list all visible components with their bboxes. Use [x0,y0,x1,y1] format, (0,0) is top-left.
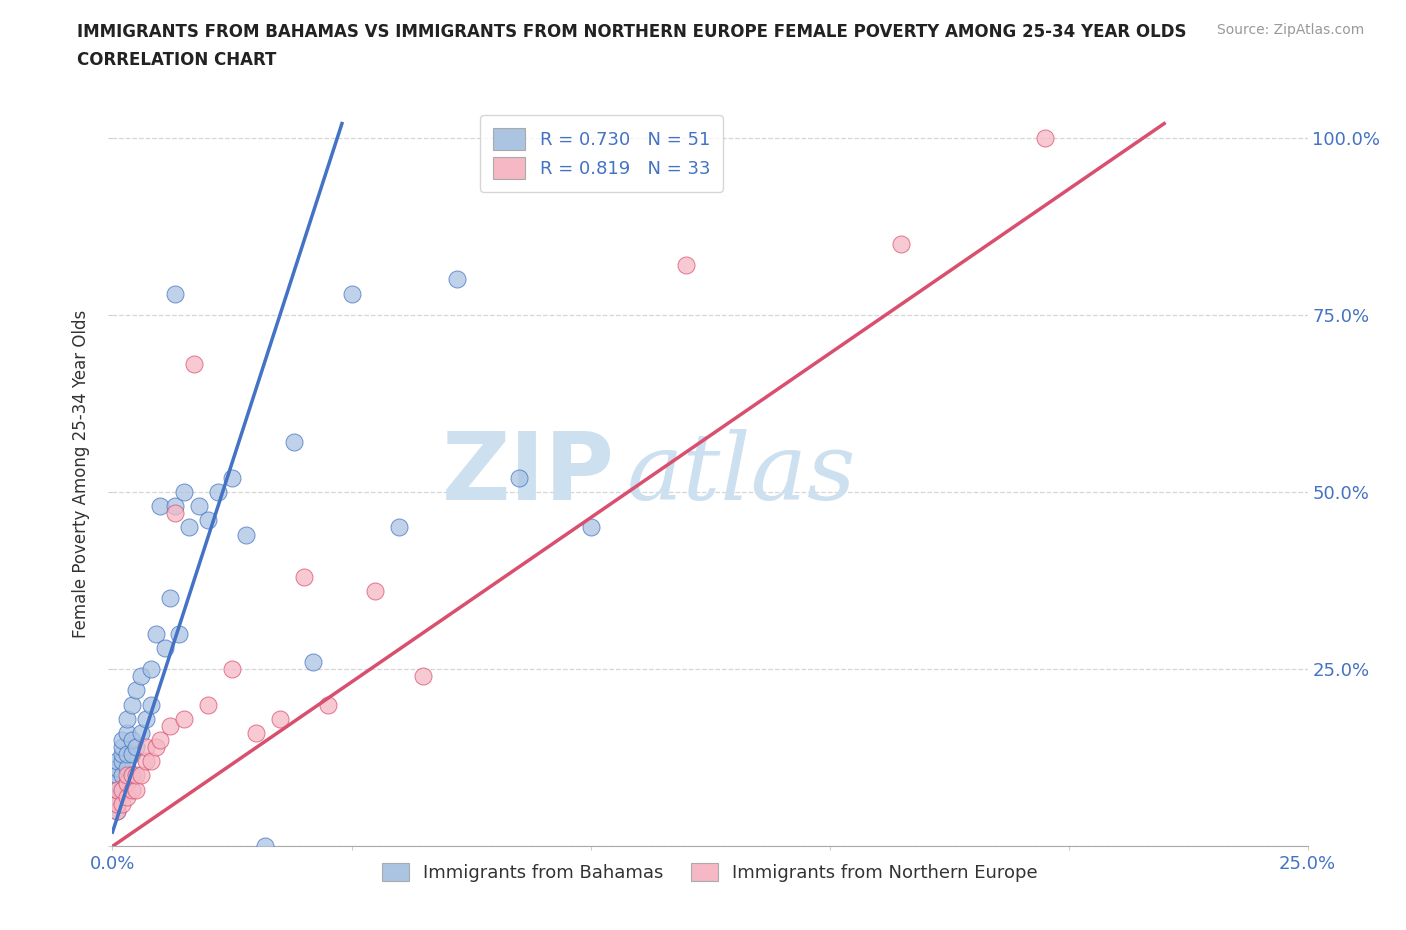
Point [149,498,172,513]
Point [149,733,172,748]
Point [105,804,128,818]
Point [254,839,277,854]
Point [125,768,148,783]
Point [283,435,305,450]
Point [163,498,186,513]
Point [139,698,162,712]
Point [890,236,912,251]
Point [111,747,134,762]
Point [139,662,162,677]
Point [111,768,134,783]
Point [163,286,186,301]
Point [159,591,181,605]
Point [169,626,191,641]
Point [197,698,219,712]
Point [121,747,143,762]
Text: Source: ZipAtlas.com: Source: ZipAtlas.com [1216,23,1364,37]
Point [105,796,128,811]
Point [135,739,157,754]
Point [105,782,128,797]
Point [1033,130,1056,145]
Point [508,471,530,485]
Point [388,520,411,535]
Point [121,768,143,783]
Point [125,683,148,698]
Point [105,790,128,804]
Point [177,520,200,535]
Text: CORRELATION CHART: CORRELATION CHART [77,51,277,69]
Point [245,725,267,740]
Legend: Immigrants from Bahamas, Immigrants from Northern Europe: Immigrants from Bahamas, Immigrants from… [375,856,1045,889]
Point [145,626,167,641]
Point [105,775,128,790]
Point [111,754,134,769]
Point [145,739,167,754]
Point [111,782,134,797]
Point [111,782,134,797]
Point [235,527,257,542]
Point [135,711,157,726]
Point [115,775,138,790]
Point [121,733,143,748]
Point [105,804,128,818]
Point [173,711,195,726]
Point [269,711,291,726]
Point [292,569,315,584]
Point [111,733,134,748]
Point [105,754,128,769]
Point [129,768,152,783]
Point [412,669,434,684]
Point [111,796,134,811]
Point [115,761,138,776]
Text: atlas: atlas [627,430,856,519]
Point [302,655,325,670]
Point [207,485,229,499]
Point [187,498,209,513]
Text: ZIP: ZIP [441,429,614,520]
Point [115,725,138,740]
Point [159,718,181,733]
Point [340,286,363,301]
Y-axis label: Female Poverty Among 25-34 Year Olds: Female Poverty Among 25-34 Year Olds [72,311,90,638]
Point [115,711,138,726]
Point [129,669,152,684]
Point [121,698,143,712]
Point [115,768,138,783]
Point [364,584,387,599]
Point [446,272,468,286]
Point [129,725,152,740]
Point [105,768,128,783]
Point [115,790,138,804]
Point [675,258,697,272]
Point [105,782,128,797]
Point [316,698,339,712]
Point [579,520,602,535]
Point [121,782,143,797]
Point [125,739,148,754]
Text: IMMIGRANTS FROM BAHAMAS VS IMMIGRANTS FROM NORTHERN EUROPE FEMALE POVERTY AMONG : IMMIGRANTS FROM BAHAMAS VS IMMIGRANTS FR… [77,23,1187,41]
Point [183,357,205,372]
Point [153,641,176,656]
Point [115,775,138,790]
Point [121,768,143,783]
Point [173,485,195,499]
Point [135,754,157,769]
Point [163,506,186,521]
Point [125,782,148,797]
Point [111,739,134,754]
Point [221,471,243,485]
Point [139,754,162,769]
Point [105,761,128,776]
Point [221,662,243,677]
Point [197,513,219,528]
Point [115,747,138,762]
